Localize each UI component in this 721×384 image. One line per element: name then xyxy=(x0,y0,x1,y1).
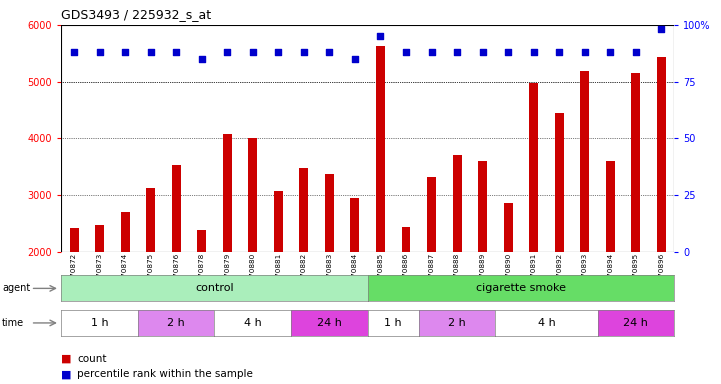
Point xyxy=(554,49,565,55)
Point xyxy=(120,49,131,55)
Point xyxy=(221,49,233,55)
Point xyxy=(579,49,590,55)
Bar xyxy=(504,203,513,252)
Point xyxy=(451,49,463,55)
Bar xyxy=(529,83,538,252)
Bar xyxy=(427,177,436,252)
Text: 4 h: 4 h xyxy=(538,318,555,328)
Bar xyxy=(657,57,665,252)
Point xyxy=(298,49,309,55)
Bar xyxy=(402,227,410,252)
Text: 24 h: 24 h xyxy=(317,318,342,328)
Bar xyxy=(248,138,257,252)
Bar xyxy=(120,212,130,252)
Text: 4 h: 4 h xyxy=(244,318,262,328)
Point xyxy=(170,49,182,55)
Text: GDS3493 / 225932_s_at: GDS3493 / 225932_s_at xyxy=(61,8,211,21)
Bar xyxy=(146,187,155,252)
Bar xyxy=(299,168,309,252)
Text: 24 h: 24 h xyxy=(624,318,648,328)
Text: 1 h: 1 h xyxy=(384,318,402,328)
Text: ■: ■ xyxy=(61,354,72,364)
Point xyxy=(247,49,259,55)
Point xyxy=(655,26,667,33)
Text: ■: ■ xyxy=(61,369,72,379)
Point xyxy=(477,49,488,55)
Bar xyxy=(376,46,385,252)
Bar xyxy=(606,161,615,252)
Bar xyxy=(580,71,589,252)
Point xyxy=(400,49,412,55)
Point xyxy=(324,49,335,55)
Text: 1 h: 1 h xyxy=(91,318,108,328)
Text: time: time xyxy=(2,318,25,328)
Text: count: count xyxy=(77,354,107,364)
Point xyxy=(426,49,438,55)
Text: 2 h: 2 h xyxy=(448,318,466,328)
Bar xyxy=(274,191,283,252)
Bar xyxy=(453,155,461,252)
Point xyxy=(68,49,80,55)
Point xyxy=(630,49,642,55)
Bar xyxy=(325,174,334,252)
Bar xyxy=(554,113,564,252)
Point xyxy=(528,49,539,55)
Bar xyxy=(172,166,181,252)
Bar xyxy=(350,198,359,252)
Point xyxy=(604,49,616,55)
Bar xyxy=(198,230,206,252)
Point xyxy=(349,56,360,62)
Text: agent: agent xyxy=(2,283,30,293)
Point xyxy=(145,49,156,55)
Bar xyxy=(632,73,640,252)
Text: percentile rank within the sample: percentile rank within the sample xyxy=(77,369,253,379)
Text: control: control xyxy=(195,283,234,293)
Bar xyxy=(223,134,231,252)
Point xyxy=(503,49,514,55)
Point xyxy=(196,56,208,62)
Bar xyxy=(478,161,487,252)
Text: 2 h: 2 h xyxy=(167,318,185,328)
Bar xyxy=(95,225,104,252)
Text: cigarette smoke: cigarette smoke xyxy=(476,283,566,293)
Point xyxy=(273,49,284,55)
Point xyxy=(94,49,105,55)
Bar xyxy=(70,228,79,252)
Point xyxy=(375,33,386,39)
